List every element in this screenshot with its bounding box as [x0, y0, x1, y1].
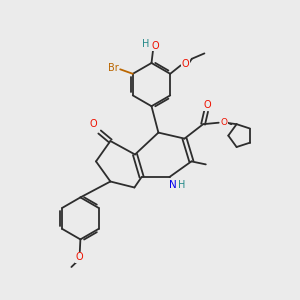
Text: O: O [204, 100, 212, 110]
Text: O: O [182, 59, 190, 69]
Text: N: N [169, 180, 176, 190]
Text: O: O [76, 252, 84, 262]
Text: H: H [142, 39, 150, 50]
Text: O: O [152, 40, 159, 51]
Text: O: O [90, 119, 98, 129]
Text: H: H [178, 180, 186, 190]
Text: Br: Br [108, 63, 119, 74]
Text: O: O [220, 118, 228, 127]
